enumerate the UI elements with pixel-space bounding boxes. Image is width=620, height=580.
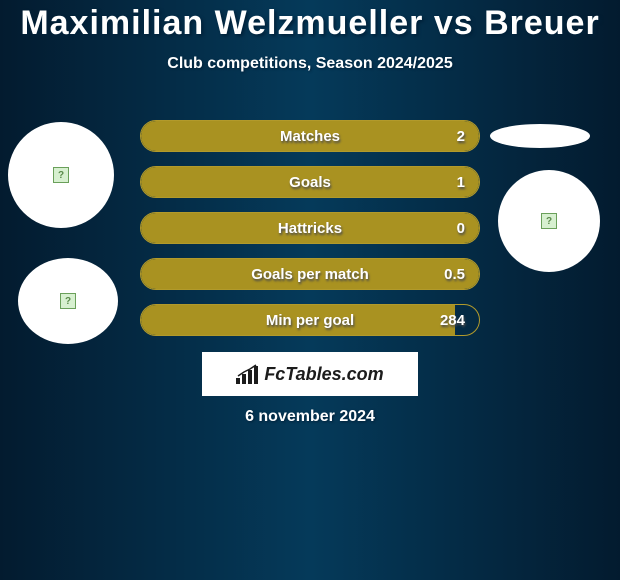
avatar-right-1: ? bbox=[498, 170, 600, 272]
subtitle: Club competitions, Season 2024/2025 bbox=[0, 55, 620, 73]
avatar-left-2: ? bbox=[18, 258, 118, 344]
source-badge-text: FcTables.com bbox=[264, 364, 383, 385]
stat-row: Hattricks0 bbox=[140, 212, 480, 244]
content-wrapper: Maximilian Welzmueller vs Breuer Club co… bbox=[0, 0, 620, 73]
stat-label: Goals per match bbox=[141, 259, 479, 289]
stat-row: Min per goal284 bbox=[140, 304, 480, 336]
stat-row: Goals1 bbox=[140, 166, 480, 198]
bar-chart-icon bbox=[236, 364, 260, 384]
avatar-left-1: ? bbox=[8, 122, 114, 228]
stat-label: Min per goal bbox=[141, 305, 479, 335]
stat-row: Matches2 bbox=[140, 120, 480, 152]
stat-label: Matches bbox=[141, 121, 479, 151]
stat-value: 284 bbox=[440, 305, 465, 335]
image-placeholder-icon: ? bbox=[60, 293, 76, 309]
date-label: 6 november 2024 bbox=[0, 408, 620, 426]
stats-panel: Matches2Goals1Hattricks0Goals per match0… bbox=[140, 120, 480, 350]
stat-value: 0.5 bbox=[444, 259, 465, 289]
image-placeholder-icon: ? bbox=[541, 213, 557, 229]
stat-value: 1 bbox=[457, 167, 465, 197]
stat-row: Goals per match0.5 bbox=[140, 258, 480, 290]
stat-label: Goals bbox=[141, 167, 479, 197]
stat-label: Hattricks bbox=[141, 213, 479, 243]
source-badge: FcTables.com bbox=[202, 352, 418, 396]
image-placeholder-icon: ? bbox=[53, 167, 69, 183]
stat-value: 0 bbox=[457, 213, 465, 243]
page-title: Maximilian Welzmueller vs Breuer bbox=[0, 4, 620, 43]
stat-value: 2 bbox=[457, 121, 465, 151]
avatar-right-ellipse bbox=[490, 124, 590, 148]
